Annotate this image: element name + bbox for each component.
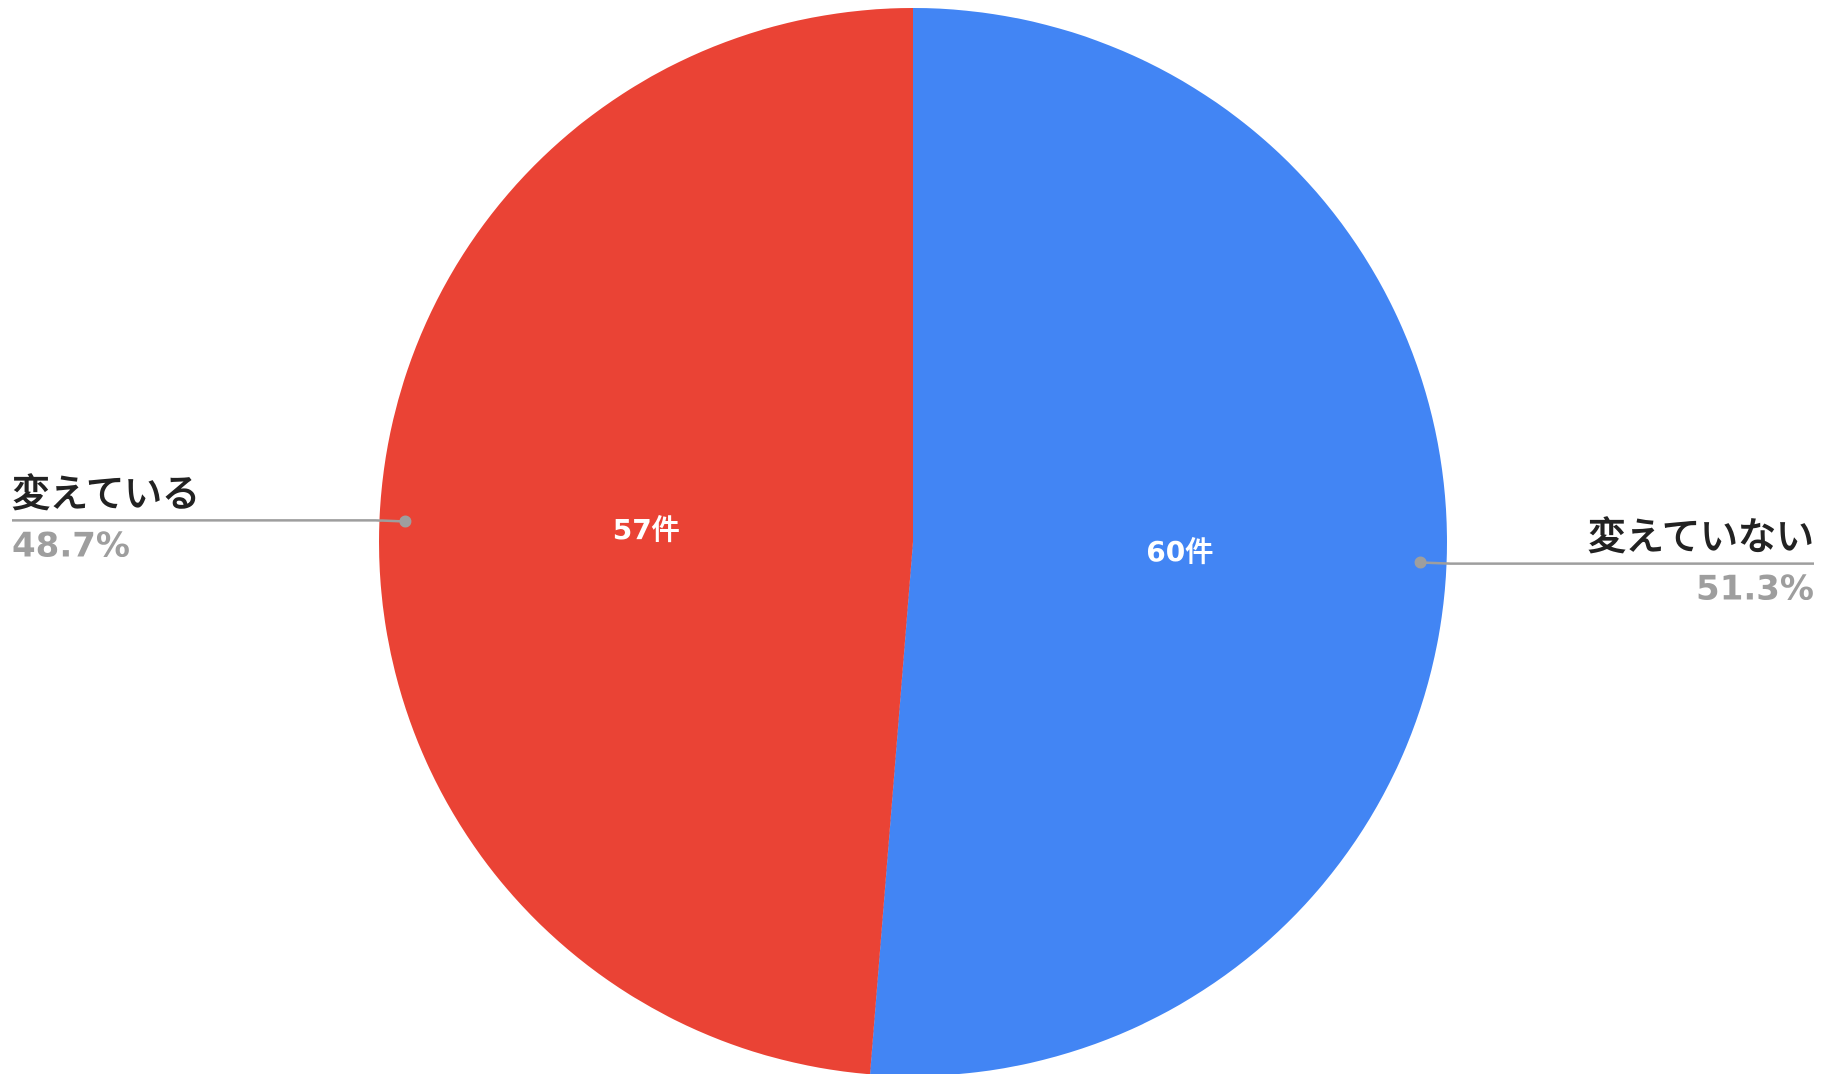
leader-line-changed bbox=[12, 519, 406, 523]
pie-outer-labels: 変えていない 51.3% 変えている 48.7% bbox=[12, 471, 1814, 608]
pie-slice-unchanged bbox=[870, 8, 1447, 1074]
slice-percent-label-changed: 48.7% bbox=[12, 525, 130, 565]
slice-category-label-changed: 変えている bbox=[12, 471, 200, 515]
slice-value-label-changed: 57件 bbox=[613, 513, 680, 546]
pie-slices bbox=[379, 8, 1447, 1074]
pie-leader-lines bbox=[12, 515, 1814, 569]
pie-slice-changed bbox=[379, 8, 913, 1074]
pie-value-labels: 60件 57件 bbox=[613, 513, 1214, 568]
slice-category-label-unchanged: 変えていない bbox=[1588, 515, 1814, 559]
slice-value-label-unchanged: 60件 bbox=[1146, 535, 1213, 568]
leader-dot-changed bbox=[399, 515, 412, 528]
slice-percent-label-unchanged: 51.3% bbox=[1696, 569, 1814, 609]
leader-dot-unchanged bbox=[1414, 556, 1427, 569]
leader-line-unchanged bbox=[1420, 561, 1814, 565]
